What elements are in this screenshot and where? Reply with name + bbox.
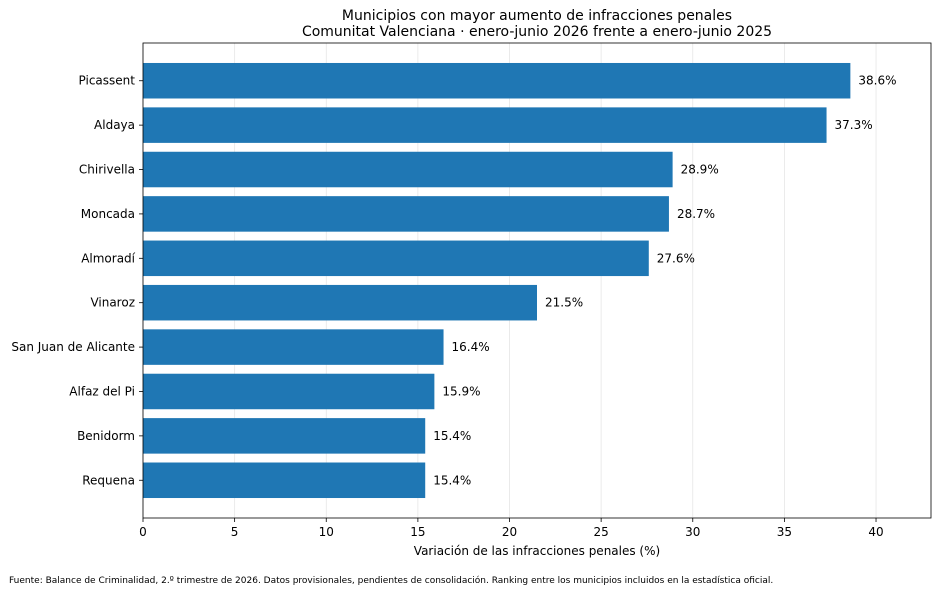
bar xyxy=(143,196,669,232)
bar-value-label: 15.4% xyxy=(433,473,471,487)
y-tick-label: Picassent xyxy=(79,74,136,88)
bar xyxy=(143,329,444,365)
x-tick-label: 15 xyxy=(410,525,425,539)
x-axis-ticks: 0 5 10 15 20 25 30 35 40 xyxy=(139,518,884,539)
x-tick-label: 10 xyxy=(319,525,334,539)
x-tick-label: 5 xyxy=(231,525,239,539)
y-tick-label: Alfaz del Pi xyxy=(69,384,135,398)
bar xyxy=(143,284,537,321)
x-tick-label: 20 xyxy=(502,525,517,539)
x-tick-label: 35 xyxy=(777,525,792,539)
y-tick-label: Almoradí xyxy=(81,251,135,265)
y-tick-label: Chirivella xyxy=(79,163,135,177)
bar xyxy=(143,462,426,499)
bar-value-label: 15.9% xyxy=(442,384,480,398)
x-tick-label: 25 xyxy=(593,525,608,539)
bar-value-label: 38.6% xyxy=(858,74,896,88)
bar xyxy=(143,240,649,277)
x-axis-label: Variación de las infracciones penales (%… xyxy=(414,544,660,558)
bar xyxy=(143,418,426,454)
bar-value-label: 16.4% xyxy=(452,340,490,354)
bar-value-label: 21.5% xyxy=(545,296,583,310)
x-tick-label: 0 xyxy=(139,525,147,539)
bars: 38.6% 37.3% 28.9% 28.7% 27.6% 21.5% 16.4% 15.9%… xyxy=(143,62,896,499)
y-axis-ticks: Picassent Aldaya Chirivella Moncada Almoradí… xyxy=(11,74,143,487)
chart-title: Municipios con mayor aumento de infracci… xyxy=(342,8,732,24)
bar-value-label: 28.9% xyxy=(681,163,719,177)
chart-subtitle: Comunitat Valenciana · enero-junio 2026 … xyxy=(302,24,772,40)
bar-value-label: 15.4% xyxy=(433,429,471,443)
y-tick-label: Aldaya xyxy=(94,118,135,132)
x-tick-label: 40 xyxy=(868,525,883,539)
x-tick-label: 30 xyxy=(685,525,700,539)
y-tick-label: Moncada xyxy=(81,207,135,221)
y-tick-label: Vinaroz xyxy=(90,296,135,310)
bar xyxy=(143,62,851,99)
bar xyxy=(143,373,435,410)
bar-value-label: 28.7% xyxy=(677,207,715,221)
source-footnote: Fuente: Balance de Criminalidad, 2.º tri… xyxy=(9,576,774,586)
y-tick-label: Benidorm xyxy=(77,429,135,443)
y-tick-label: Requena xyxy=(82,473,135,487)
bar xyxy=(143,107,827,143)
bar-value-label: 37.3% xyxy=(835,118,873,132)
bar xyxy=(143,151,673,188)
bar-value-label: 27.6% xyxy=(657,251,695,265)
y-tick-label: San Juan de Alicante xyxy=(11,340,135,354)
plot-frame xyxy=(142,42,932,519)
